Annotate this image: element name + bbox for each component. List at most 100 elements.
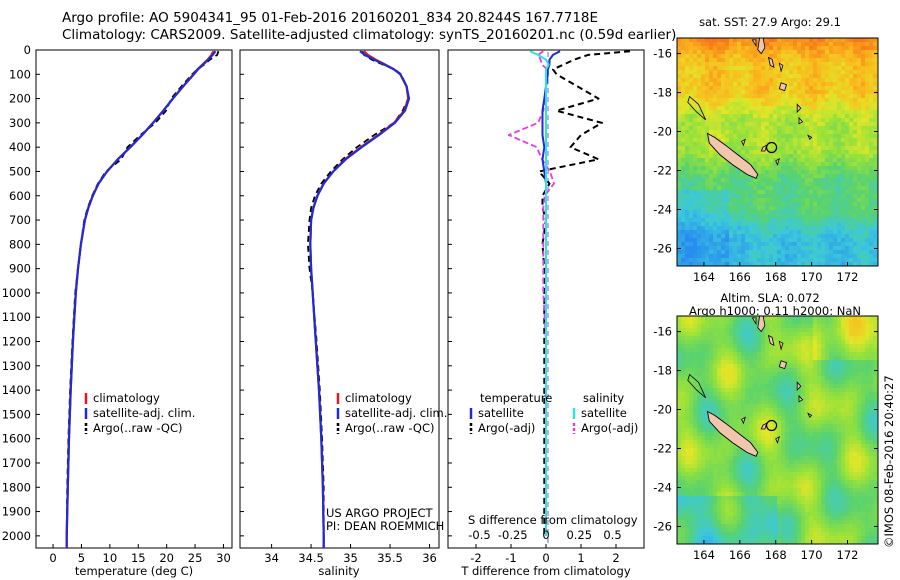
field-cell <box>709 186 714 191</box>
field-cell <box>717 62 722 67</box>
field-cell <box>845 250 850 255</box>
field-cell <box>837 42 842 47</box>
field-cell <box>833 166 838 171</box>
field-cell <box>785 106 790 111</box>
field-cell <box>833 134 838 139</box>
field-cell <box>821 424 826 429</box>
field-cell <box>741 340 746 345</box>
field-cell <box>869 316 874 321</box>
field-cell <box>725 94 730 99</box>
field-cell <box>817 448 822 453</box>
field-cell <box>785 368 790 373</box>
field-cell <box>773 70 778 75</box>
field-cell <box>749 78 754 83</box>
field-cell <box>861 404 866 409</box>
field-cell <box>713 194 718 199</box>
field-cell <box>861 250 866 255</box>
field-cell <box>857 122 862 127</box>
field-cell <box>693 360 698 365</box>
field-cell <box>765 130 770 135</box>
field-cell <box>817 134 822 139</box>
field-cell <box>869 222 874 227</box>
field-cell <box>777 226 782 231</box>
field-cell <box>769 130 774 135</box>
field-cell <box>769 50 774 55</box>
field-cell <box>793 170 798 175</box>
field-cell <box>849 194 854 199</box>
lon-tick-label: 172 <box>837 270 859 284</box>
field-cell <box>857 102 862 107</box>
field-cell <box>865 352 870 357</box>
field-cell <box>853 38 858 43</box>
field-cell <box>841 356 846 361</box>
field-cell <box>797 178 802 183</box>
field-cell <box>777 78 782 83</box>
field-cell <box>737 412 742 417</box>
field-cell <box>825 86 830 91</box>
field-cell <box>773 126 778 131</box>
field-cell <box>793 364 798 369</box>
field-cell <box>769 206 774 211</box>
field-cell <box>677 452 682 457</box>
field-cell <box>797 332 802 337</box>
field-cell <box>797 54 802 59</box>
field-cell <box>765 146 770 151</box>
field-cell <box>733 456 738 461</box>
field-cell <box>741 50 746 55</box>
field-cell <box>681 210 686 215</box>
field-cell <box>769 328 774 333</box>
field-cell <box>725 182 730 187</box>
field-cell <box>733 396 738 401</box>
field-cell <box>777 258 782 263</box>
field-cell <box>721 258 726 263</box>
field-cell <box>713 150 718 155</box>
field-cell <box>865 174 870 179</box>
field-cell <box>853 444 858 449</box>
field-cell <box>685 238 690 243</box>
field-cell <box>741 316 746 321</box>
field-cell <box>693 344 698 349</box>
field-cell <box>753 102 758 107</box>
field-cell <box>693 456 698 461</box>
field-cell <box>829 258 834 263</box>
field-cell <box>801 328 806 333</box>
field-cell <box>805 42 810 47</box>
field-cell <box>833 86 838 91</box>
field-cell <box>761 62 766 67</box>
field-cell <box>697 316 702 321</box>
field-cell <box>813 230 818 235</box>
field-cell <box>873 364 878 369</box>
field-cell <box>805 432 810 437</box>
field-cell <box>781 316 786 321</box>
field-cell <box>841 102 846 107</box>
field-cell <box>733 344 738 349</box>
field-cell <box>861 348 866 353</box>
field-cell <box>769 82 774 87</box>
field-cell <box>725 42 730 47</box>
field-cell <box>797 412 802 417</box>
field-cell <box>777 102 782 107</box>
field-cell <box>697 66 702 71</box>
field-cell <box>785 70 790 75</box>
island-loyalty <box>741 138 746 147</box>
field-cell <box>693 130 698 135</box>
field-cell <box>761 78 766 83</box>
field-cell <box>749 154 754 159</box>
field-cell <box>681 158 686 163</box>
field-cell <box>801 122 806 127</box>
field-cell <box>785 198 790 203</box>
field-cell <box>785 222 790 227</box>
field-cell <box>749 392 754 397</box>
field-cell <box>713 186 718 191</box>
field-cell <box>861 356 866 361</box>
field-cell <box>797 316 802 321</box>
field-cell <box>773 448 778 453</box>
sla-map-title2: Argo h1000: 0.11 h2000: NaN <box>689 304 861 318</box>
field-cell <box>833 54 838 59</box>
field-cell <box>845 324 850 329</box>
field-cell <box>841 444 846 449</box>
field-cell <box>737 58 742 63</box>
field-cell <box>845 336 850 341</box>
field-cell <box>725 38 730 43</box>
field-cell <box>781 352 786 357</box>
